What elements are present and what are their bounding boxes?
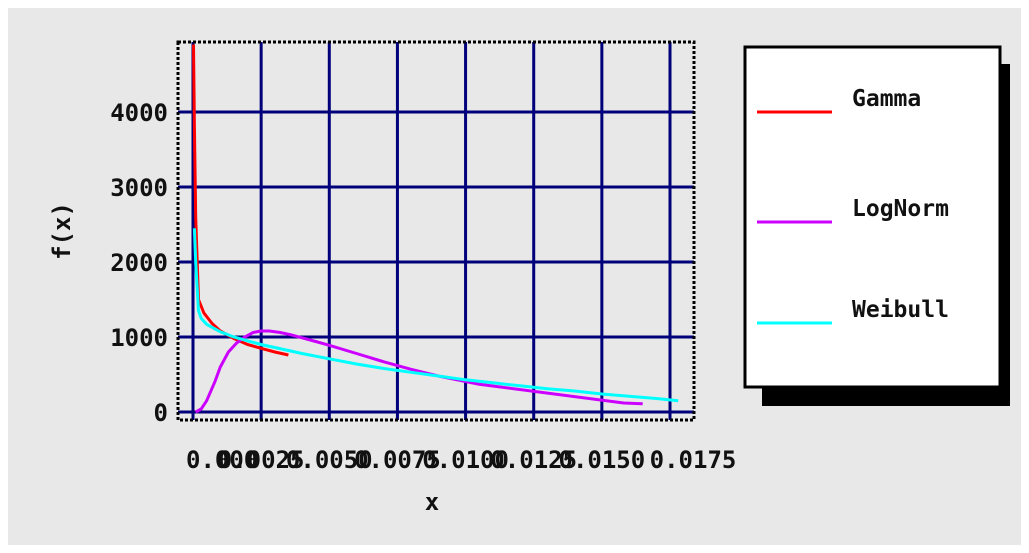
series-layer	[192, 44, 679, 414]
y-tick-labels: 0 1000 2000 3000 4000	[110, 99, 168, 427]
x-tick-label-1: 0.0025	[218, 446, 305, 474]
grid-horizontal	[178, 110, 694, 414]
plot-border	[176, 40, 696, 422]
legend-label-gamma: Gamma	[852, 86, 921, 112]
x-tick-label-4: 0.0100	[422, 446, 509, 474]
y-tick-label-3: 3000	[110, 174, 168, 202]
x-tick-label-7: 0.0175	[650, 446, 737, 474]
x-tick-label-3: 0.0075	[354, 446, 441, 474]
legend-label-weibull: Weibull	[852, 297, 949, 323]
x-tick-labels: 0.0000.00250.00500.00750.01000.01250.015…	[186, 446, 736, 474]
series-line-weibull	[192, 228, 679, 403]
legend-box	[743, 45, 1002, 389]
x-axis-title: x	[425, 488, 439, 516]
x-tick-label-5: 0.0125	[490, 446, 577, 474]
legend-label-lognorm: LogNorm	[852, 196, 949, 222]
x-tick-label-2: 0.0050	[286, 446, 373, 474]
series-line-lognorm	[194, 329, 643, 414]
legend-items: Gamma LogNorm Weibull	[757, 86, 949, 325]
series-line-gamma	[192, 44, 289, 357]
x-tick-label-0: 0.000	[186, 446, 258, 474]
y-tick-label-4: 4000	[110, 99, 168, 127]
legend: Gamma LogNorm Weibull	[743, 45, 1010, 406]
plot-area	[178, 42, 694, 420]
y-axis-title: f(x)	[48, 202, 76, 260]
y-tick-label-2: 2000	[110, 249, 168, 277]
y-tick-label-0: 0	[154, 399, 168, 427]
y-tick-label-1: 1000	[110, 324, 168, 352]
x-tick-label-6: 0.0150	[559, 446, 646, 474]
